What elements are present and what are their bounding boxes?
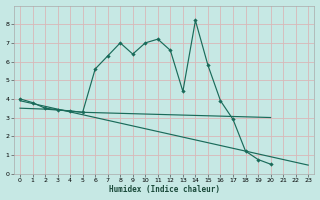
X-axis label: Humidex (Indice chaleur): Humidex (Indice chaleur) (108, 185, 220, 194)
